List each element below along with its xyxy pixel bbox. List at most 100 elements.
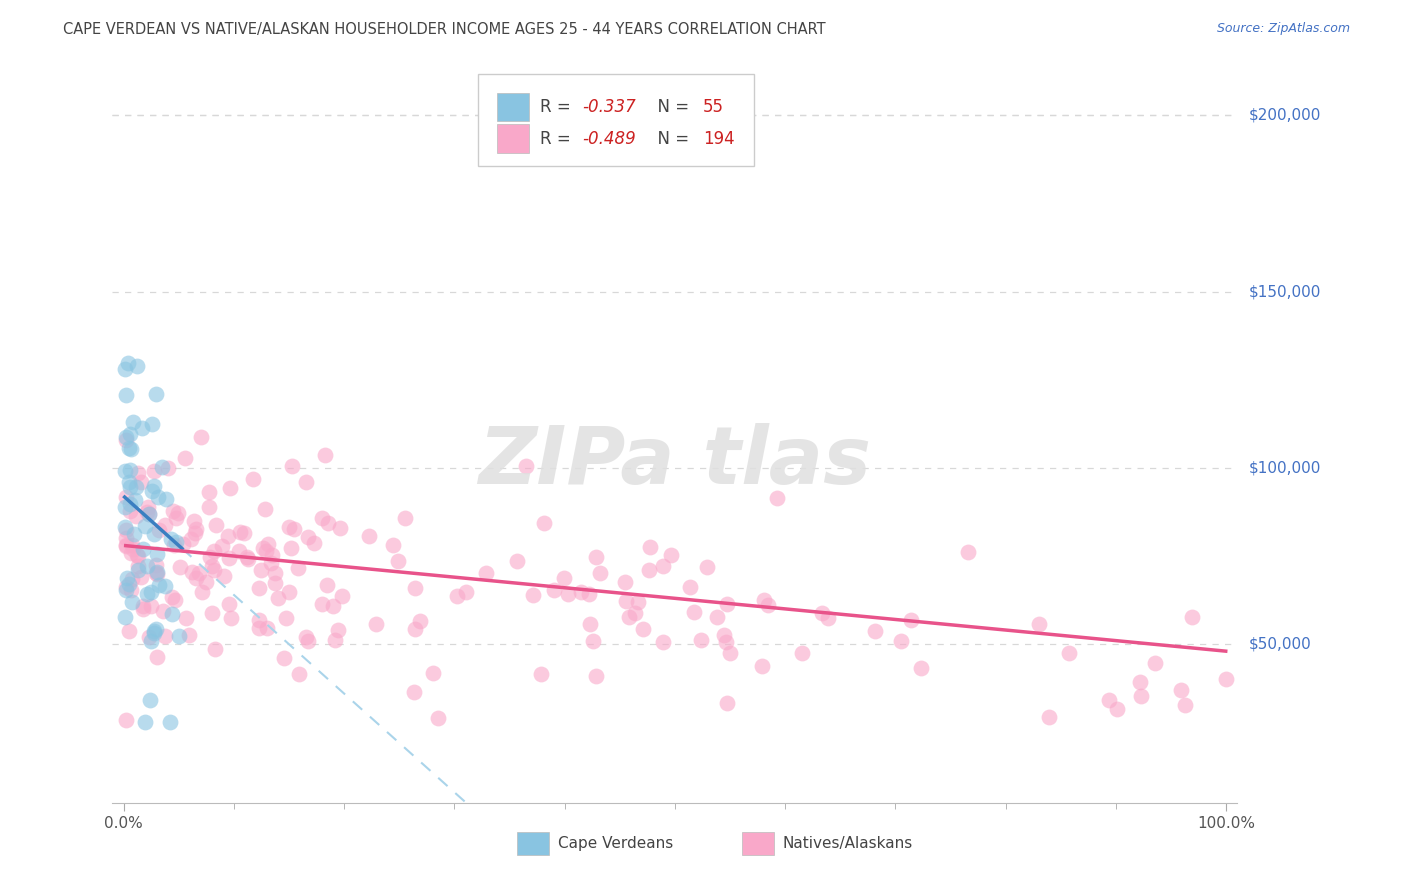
Point [585,549,607,564]
Point [114,582,136,597]
Point [118,504,141,518]
FancyBboxPatch shape [517,832,548,855]
Text: $100,000: $100,000 [1249,460,1320,475]
Point [183,514,205,528]
Point [454,585,477,599]
Point [211,540,233,554]
Point [159,532,181,546]
Point [242,473,264,487]
Point [204,641,226,656]
Text: Natives/Alaskans: Natives/Alaskans [783,836,912,851]
Point [120,479,142,493]
Point [267,591,290,606]
Point [120,582,142,597]
Point [136,586,159,600]
Point [115,491,138,505]
Point [114,362,136,376]
Point [174,611,197,625]
Point [257,536,280,550]
Point [683,606,706,620]
Text: $200,000: $200,000 [1249,108,1320,123]
Point [138,508,160,522]
Text: -0.489: -0.489 [582,129,637,147]
Point [177,628,200,642]
Point [122,526,145,541]
Point [201,606,224,620]
Point [135,558,157,573]
Point [169,629,191,643]
Point [651,558,673,573]
Point [153,629,176,643]
Point [1059,646,1081,660]
Text: R =: R = [540,98,576,116]
Point [159,714,181,729]
Point [553,571,575,585]
Point [141,584,163,599]
Point [125,480,148,494]
Point [357,529,380,543]
Point [132,541,155,556]
Point [146,565,169,579]
Point [716,696,738,710]
Point [817,611,839,625]
Point [141,483,163,498]
Point [160,590,183,604]
Point [118,624,141,638]
Point [557,587,579,601]
Text: $50,000: $50,000 [1249,637,1312,652]
Point [1143,657,1166,671]
Point [1129,675,1152,690]
Point [166,506,188,520]
Point [235,550,257,565]
Point [142,464,165,478]
Point [146,490,169,504]
Point [323,633,346,648]
Point [212,568,235,582]
Point [638,540,661,554]
Point [127,558,149,573]
Point [543,582,565,597]
Point [252,541,274,555]
Point [145,386,167,401]
Point [256,621,278,635]
Point [408,614,430,628]
FancyBboxPatch shape [478,73,754,166]
Point [619,610,641,624]
Point [122,542,145,557]
Point [585,669,607,683]
Point [910,661,932,675]
Point [160,607,183,621]
Point [120,442,142,457]
Point [194,574,217,589]
Point [404,622,426,636]
Point [659,548,682,562]
Point [250,563,273,577]
Point [122,415,145,429]
Point [155,517,177,532]
Point [404,685,426,699]
Point [294,475,316,489]
Text: $150,000: $150,000 [1249,284,1320,299]
Point [579,617,602,632]
Point [201,558,224,573]
Point [143,478,166,492]
Point [614,574,637,589]
Point [530,667,553,681]
Text: R =: R = [540,129,576,147]
Text: -0.337: -0.337 [582,98,637,116]
Point [1170,682,1192,697]
Point [134,714,156,729]
Point [422,666,444,681]
Point [387,554,409,568]
Point [260,556,283,570]
Point [169,560,191,574]
Point [273,651,295,665]
Point [890,634,912,648]
Point [121,572,143,586]
Point [114,713,136,727]
Point [638,563,661,577]
Point [146,566,169,581]
Point [121,595,143,609]
Point [129,570,152,584]
Point [114,430,136,444]
